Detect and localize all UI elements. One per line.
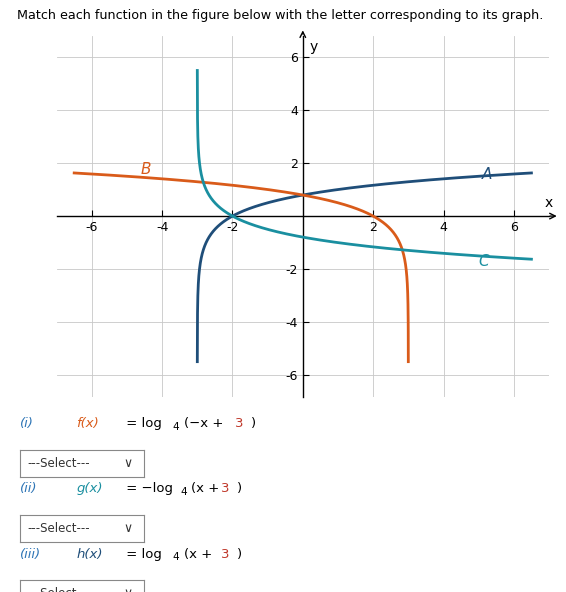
Text: = log: = log: [122, 548, 161, 561]
Text: (x +: (x +: [184, 548, 216, 561]
Text: ---Select---: ---Select---: [27, 587, 90, 592]
Text: ∨: ∨: [123, 457, 132, 469]
Text: ---Select---: ---Select---: [27, 457, 90, 469]
Text: y: y: [309, 40, 318, 53]
Text: (x +: (x +: [191, 482, 224, 496]
Text: A: A: [482, 168, 492, 182]
Text: 4: 4: [173, 422, 179, 432]
Text: ∨: ∨: [123, 587, 132, 592]
Text: x: x: [545, 196, 553, 210]
Text: h(x): h(x): [76, 548, 103, 561]
Text: ): ): [237, 482, 242, 496]
Text: C: C: [479, 254, 489, 269]
Text: 3: 3: [221, 482, 229, 496]
Text: = −log: = −log: [122, 482, 173, 496]
Text: f(x): f(x): [76, 417, 99, 430]
Text: ---Select---: ---Select---: [27, 522, 90, 535]
Text: 4: 4: [180, 487, 187, 497]
Text: (ii): (ii): [20, 482, 37, 496]
Text: 3: 3: [235, 417, 243, 430]
Text: g(x): g(x): [76, 482, 103, 496]
Text: (−x +: (−x +: [184, 417, 228, 430]
Text: (iii): (iii): [20, 548, 41, 561]
Text: 4: 4: [173, 552, 179, 562]
Text: 3: 3: [221, 548, 229, 561]
Text: B: B: [141, 162, 152, 177]
Text: (i): (i): [20, 417, 34, 430]
Text: ): ): [237, 548, 242, 561]
Text: Match each function in the figure below with the letter corresponding to its gra: Match each function in the figure below …: [17, 9, 543, 22]
Text: ∨: ∨: [123, 522, 132, 535]
Text: = log: = log: [122, 417, 161, 430]
Text: ): ): [251, 417, 256, 430]
